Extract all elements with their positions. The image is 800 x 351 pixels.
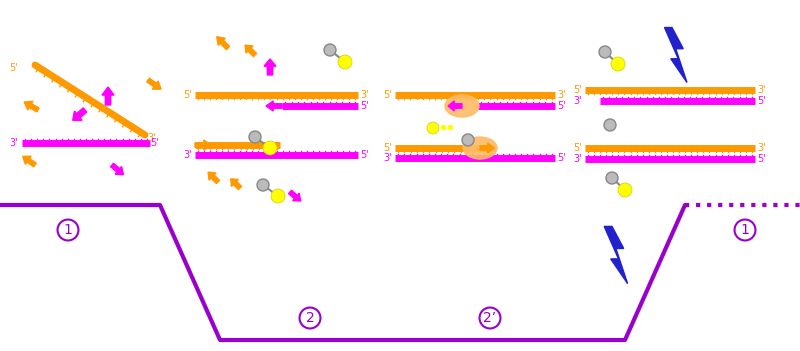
Polygon shape bbox=[604, 226, 628, 284]
Ellipse shape bbox=[445, 95, 479, 117]
Circle shape bbox=[263, 141, 277, 155]
Circle shape bbox=[462, 134, 474, 146]
Text: 5': 5' bbox=[361, 101, 370, 111]
Circle shape bbox=[604, 119, 616, 131]
Text: 5': 5' bbox=[574, 143, 582, 153]
Polygon shape bbox=[231, 179, 242, 190]
Text: 5': 5' bbox=[758, 154, 766, 164]
Circle shape bbox=[257, 179, 269, 191]
Polygon shape bbox=[73, 108, 86, 120]
Text: 5': 5' bbox=[558, 153, 566, 163]
Polygon shape bbox=[195, 140, 211, 150]
Polygon shape bbox=[448, 101, 462, 111]
Ellipse shape bbox=[463, 137, 497, 159]
Text: 3': 3' bbox=[148, 133, 156, 143]
Circle shape bbox=[338, 55, 352, 69]
Text: 3': 3' bbox=[758, 85, 766, 95]
Polygon shape bbox=[146, 78, 161, 89]
Polygon shape bbox=[289, 190, 301, 201]
Text: 1: 1 bbox=[63, 223, 73, 237]
Text: 5': 5' bbox=[150, 138, 159, 148]
Text: 2: 2 bbox=[306, 311, 314, 325]
Text: 3': 3' bbox=[758, 143, 766, 153]
Text: 3': 3' bbox=[574, 96, 582, 106]
Circle shape bbox=[249, 131, 261, 143]
Text: 3': 3' bbox=[184, 150, 192, 160]
Text: 3': 3' bbox=[361, 90, 370, 100]
Circle shape bbox=[618, 183, 632, 197]
Circle shape bbox=[606, 172, 618, 184]
Text: 3': 3' bbox=[558, 90, 566, 100]
Circle shape bbox=[324, 44, 336, 56]
Polygon shape bbox=[102, 87, 114, 105]
Text: 1: 1 bbox=[741, 223, 750, 237]
Text: 5': 5' bbox=[384, 143, 392, 153]
Polygon shape bbox=[208, 172, 219, 184]
Text: 5': 5' bbox=[10, 63, 18, 73]
Text: 5': 5' bbox=[384, 90, 392, 100]
Text: 3': 3' bbox=[574, 154, 582, 164]
Polygon shape bbox=[480, 143, 494, 153]
Polygon shape bbox=[22, 156, 36, 167]
Polygon shape bbox=[264, 59, 276, 75]
Text: 5': 5' bbox=[361, 150, 370, 160]
Text: 5': 5' bbox=[184, 90, 192, 100]
Text: 5': 5' bbox=[574, 85, 582, 95]
Polygon shape bbox=[665, 27, 687, 82]
Text: 3': 3' bbox=[10, 138, 18, 148]
Text: 3': 3' bbox=[384, 153, 392, 163]
Polygon shape bbox=[217, 37, 230, 49]
Text: 5': 5' bbox=[758, 96, 766, 106]
Polygon shape bbox=[266, 101, 282, 111]
Polygon shape bbox=[245, 45, 257, 57]
Circle shape bbox=[427, 122, 439, 134]
Text: 5': 5' bbox=[558, 101, 566, 111]
Circle shape bbox=[611, 57, 625, 71]
Polygon shape bbox=[110, 163, 123, 175]
Circle shape bbox=[271, 189, 285, 203]
Polygon shape bbox=[24, 101, 39, 112]
Circle shape bbox=[599, 46, 611, 58]
Text: 2’: 2’ bbox=[483, 311, 497, 325]
